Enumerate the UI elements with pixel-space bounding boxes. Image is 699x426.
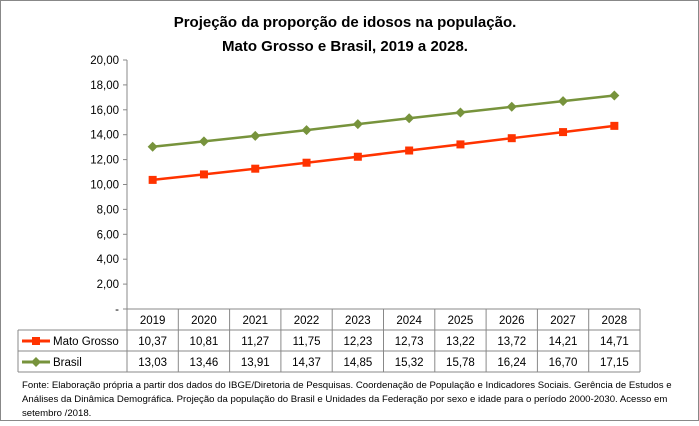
x-category-label: 2027: [550, 315, 576, 327]
data-point: [405, 146, 414, 155]
data-table-cell: 13,22: [446, 336, 475, 348]
data-table-cell: 14,37: [292, 357, 321, 369]
data-point: [147, 141, 158, 152]
data-point: [198, 136, 209, 147]
data-table-cell: 15,78: [446, 357, 475, 369]
y-tick-label: 6,00: [97, 229, 119, 241]
data-point: [455, 107, 466, 118]
x-category-label: 2026: [499, 315, 525, 327]
data-table-cell: 17,15: [600, 357, 629, 369]
y-tick-label: 18,00: [90, 80, 119, 92]
y-tick-label: 8,00: [97, 204, 119, 216]
data-table-cell: 16,24: [497, 357, 526, 369]
data-point: [506, 101, 517, 112]
chart-title-line2: Mato Grosso e Brasil, 2019 a 2028.: [222, 38, 468, 55]
legend-label: Brasil: [53, 357, 82, 369]
series-line-1: [152, 94, 615, 149]
data-point: [610, 121, 619, 130]
y-tick-label: 4,00: [97, 254, 119, 266]
x-category-label: 2021: [242, 315, 268, 327]
data-table-cell: 12,23: [343, 336, 372, 348]
x-category-label: 2019: [140, 315, 166, 327]
data-point: [559, 128, 568, 137]
data-point: [507, 134, 516, 143]
y-tick-label: 12,00: [90, 155, 119, 167]
data-table-cell: 14,85: [343, 357, 372, 369]
data-table-cell: 10,81: [190, 336, 219, 348]
data-table-cell: 11,75: [293, 336, 321, 348]
data-point: [609, 90, 620, 101]
data-point: [404, 113, 415, 124]
data-point: [558, 96, 569, 107]
data-point: [456, 140, 465, 149]
data-point: [353, 152, 362, 161]
data-point: [148, 175, 157, 184]
y-tick-label: 10,00: [90, 180, 119, 192]
x-category-label: 2024: [396, 315, 422, 327]
y-tick-label: 2,00: [97, 279, 119, 291]
data-point: [251, 164, 260, 173]
data-point: [199, 170, 208, 179]
data-table-cell: 16,70: [549, 357, 578, 369]
x-category-label: 2020: [191, 315, 217, 327]
series-line-0: [152, 124, 615, 182]
legend-marker-diamond: [31, 357, 41, 367]
data-table-cell: 13,03: [138, 357, 167, 369]
y-tick-label: 16,00: [90, 105, 119, 117]
y-tick-label: -: [115, 304, 119, 316]
data-point: [301, 125, 312, 136]
data-table-cell: 13,72: [497, 336, 526, 348]
legend-label: Mato Grosso: [53, 336, 119, 348]
data-table-cell: 12,73: [395, 336, 424, 348]
x-category-label: 2022: [294, 315, 320, 327]
data-table-cell: 13,46: [190, 357, 219, 369]
data-table-cell: 15,32: [395, 357, 424, 369]
x-category-label: 2028: [602, 315, 628, 327]
data-point: [250, 130, 261, 141]
data-point: [352, 119, 363, 130]
y-tick-label: 14,00: [90, 130, 119, 142]
y-tick-label: 20,00: [90, 55, 119, 67]
chart-title-line1: Projeção da proporção de idosos na popul…: [174, 14, 517, 31]
source-note: Fonte: Elaboração própria a partir dos d…: [22, 380, 672, 419]
x-category-label: 2025: [448, 315, 474, 327]
data-table-cell: 14,71: [600, 336, 629, 348]
x-category-label: 2023: [345, 315, 371, 327]
data-table-cell: 14,21: [549, 336, 578, 348]
data-table-cell: 10,37: [138, 336, 167, 348]
legend-marker-square: [32, 337, 40, 345]
data-table-cell: 13,91: [241, 357, 270, 369]
data-point: [302, 158, 311, 167]
data-table-cell: 11,27: [241, 336, 269, 348]
